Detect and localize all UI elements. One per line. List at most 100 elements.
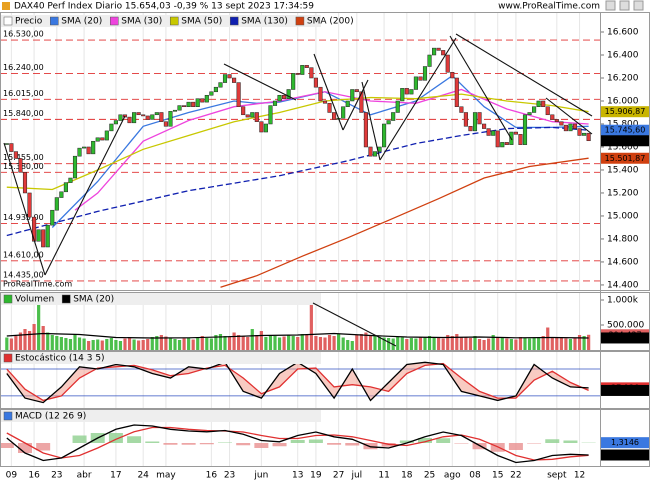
level-label: 15.455,00: [3, 153, 44, 162]
candle: [441, 50, 446, 56]
x-tick-label: may: [156, 471, 176, 481]
legend-bg: [1, 293, 321, 305]
y-tick-label: 15.200: [607, 188, 639, 198]
candle: [491, 130, 496, 136]
macd-hist: [508, 443, 523, 450]
candle: [463, 112, 468, 127]
volume-bar: [523, 338, 527, 350]
candle: [241, 106, 246, 116]
volume-bar: [168, 338, 173, 350]
volume-bar: [87, 341, 91, 350]
candle: [427, 54, 432, 67]
volume-bar: [373, 336, 377, 350]
sma-line: [6, 126, 589, 237]
volume-bar: [482, 340, 486, 350]
candle: [277, 94, 282, 102]
volume-bar: [182, 338, 186, 350]
volume-bar: [400, 337, 404, 350]
candle: [195, 98, 200, 107]
candle: [436, 47, 441, 51]
macd-hist: [0, 443, 14, 448]
legend-swatch: [169, 16, 179, 26]
x-tick-label: 08: [469, 471, 481, 481]
candle: [186, 101, 191, 107]
volume-bar: [464, 337, 468, 350]
macd-hist: [418, 438, 432, 443]
x-tick-label: 25: [424, 471, 435, 481]
trend-line: [449, 35, 513, 141]
candle: [236, 82, 241, 107]
volume-bar: [446, 335, 450, 350]
volume-bar: [82, 338, 86, 350]
candle: [59, 191, 64, 198]
sma-line: [220, 157, 589, 288]
candle: [82, 146, 87, 149]
window-button[interactable]: [619, 0, 630, 11]
candle: [322, 100, 328, 104]
candle: [282, 94, 287, 99]
candle: [386, 120, 391, 125]
volume-bar: [200, 336, 204, 350]
candle: [286, 89, 291, 99]
candle: [100, 137, 105, 141]
stoch-fill: [6, 362, 589, 403]
candle: [350, 89, 355, 102]
macd-hist: [527, 443, 542, 444]
volume-bar: [423, 337, 427, 350]
candle: [272, 100, 278, 106]
volume-bar: [264, 337, 268, 350]
legend-label: SMA (130): [241, 17, 288, 27]
candle: [459, 106, 464, 113]
header-site: www.ProRealTime.com: [498, 2, 600, 12]
x-tick-label: 24: [137, 471, 149, 481]
volume-bar: [41, 326, 45, 350]
volume-bar: [23, 329, 27, 350]
volume-bar: [427, 336, 432, 350]
x-tick-label: 23: [51, 471, 62, 481]
window-button[interactable]: [633, 0, 644, 11]
candle: [536, 100, 541, 107]
candle: [568, 123, 573, 132]
volume-bar: [359, 334, 363, 350]
value-box: [601, 106, 649, 118]
candle: [72, 155, 78, 179]
candle: [563, 124, 568, 132]
candle: [382, 123, 387, 148]
macd-hist: [18, 443, 32, 453]
macd-hist: [127, 436, 142, 443]
volume-bar: [77, 337, 82, 350]
candle: [163, 121, 168, 127]
volume-bar: [114, 340, 118, 350]
candle: [245, 114, 250, 118]
volume-bar: [491, 335, 495, 350]
volume-bar: [14, 336, 18, 350]
x-tick-label: 11: [378, 471, 389, 481]
candle: [250, 112, 255, 118]
candle: [477, 112, 482, 125]
candle: [295, 73, 300, 75]
window-button[interactable]: [605, 0, 616, 11]
volume-bar: [500, 338, 504, 350]
macd-line: [6, 424, 589, 464]
candle: [404, 88, 409, 95]
volume-bar: [364, 332, 368, 350]
legend-bg: [1, 15, 321, 27]
candle: [104, 130, 109, 141]
volume-bar: [118, 341, 123, 350]
volume-bar: [173, 339, 177, 350]
candle: [227, 74, 232, 79]
candle: [482, 123, 487, 129]
candle: [172, 109, 178, 112]
candle: [363, 112, 368, 148]
candle: [500, 142, 505, 148]
value-label: 240.719: [608, 333, 641, 342]
candle: [141, 114, 146, 117]
volume-bar: [268, 335, 273, 350]
candle: [327, 103, 332, 113]
macd-hist: [236, 443, 251, 446]
candle: [332, 112, 337, 120]
volume-bar: [55, 336, 59, 350]
x-tick-label: 16: [206, 471, 218, 481]
value-label: -48,004: [610, 451, 641, 460]
value-box: [601, 332, 649, 344]
